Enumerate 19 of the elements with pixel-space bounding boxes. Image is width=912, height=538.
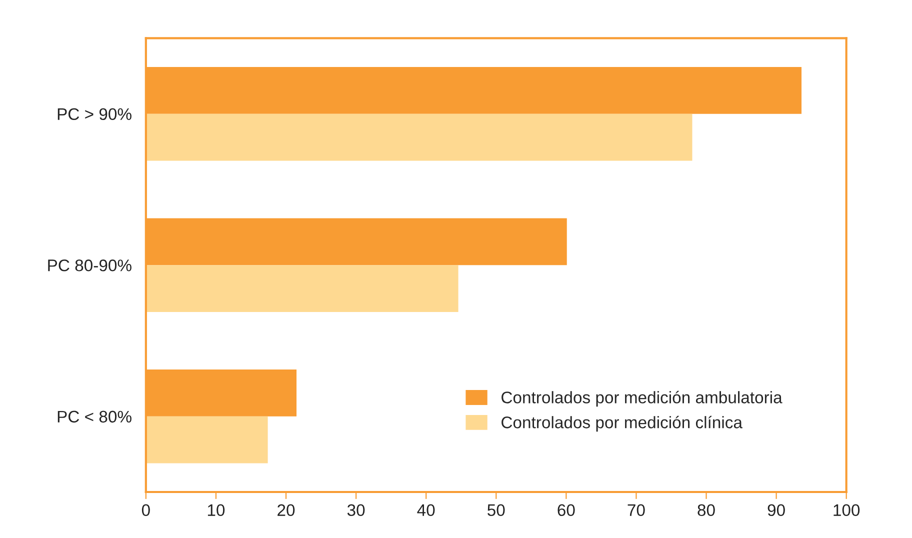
x-tick-label: 40 xyxy=(417,504,435,516)
x-tick-label: 10 xyxy=(208,504,225,516)
x-tick-label: 20 xyxy=(278,504,295,516)
x-tick-label: 100 xyxy=(834,504,860,516)
legend-label: Controlados por medición ambulatoria xyxy=(502,390,782,407)
x-tick-label: 30 xyxy=(347,504,365,516)
x-tick-label: 90 xyxy=(768,504,785,516)
x-tick-label: 0 xyxy=(142,504,150,516)
legend-label: Controlados por medición clínica xyxy=(502,416,742,432)
y-tick-label: PC < 80% xyxy=(58,410,132,423)
x-tick-label: 80 xyxy=(698,504,715,516)
y-tick-label: PC 80-90% xyxy=(48,260,132,272)
x-tick-label: 50 xyxy=(488,504,505,516)
y-tick-label: PC > 90% xyxy=(58,108,132,120)
x-tick-label: 60 xyxy=(558,504,575,516)
x-tick-label: 70 xyxy=(628,504,645,516)
bar xyxy=(146,114,692,161)
bar xyxy=(146,265,458,312)
bar xyxy=(146,416,268,464)
